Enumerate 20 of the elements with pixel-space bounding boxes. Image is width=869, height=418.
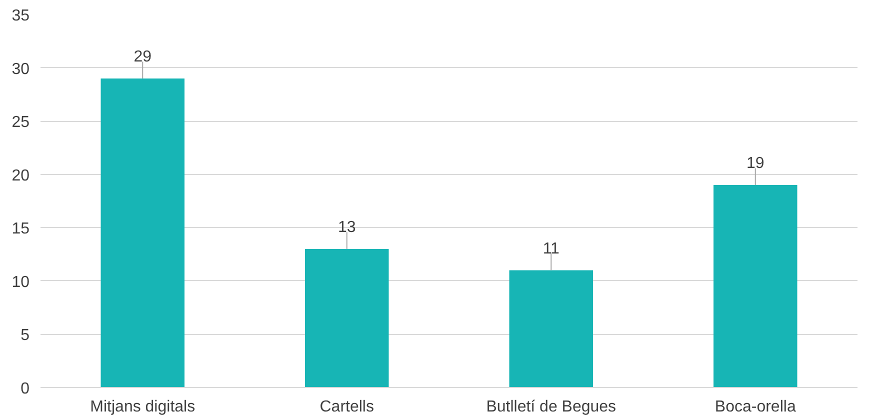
data-label: 19 xyxy=(746,155,764,172)
y-tick-label: 15 xyxy=(12,220,30,238)
bar xyxy=(100,78,184,388)
bar xyxy=(509,270,593,388)
y-tick-label: 5 xyxy=(20,327,30,344)
x-tick-label: Butlletí de Begues xyxy=(486,398,616,416)
data-label: 11 xyxy=(542,240,560,258)
data-label: 29 xyxy=(134,48,152,66)
y-tick-label: 20 xyxy=(12,167,30,184)
x-tick-label: Mitjans digitals xyxy=(90,398,196,416)
y-tick-label: 35 xyxy=(12,8,30,24)
bar xyxy=(305,248,389,388)
bar xyxy=(714,185,798,388)
y-tick-label: 10 xyxy=(12,274,30,291)
y-tick-label: 0 xyxy=(20,380,30,398)
data-label: 13 xyxy=(338,219,356,236)
y-tick-label: 25 xyxy=(12,114,30,132)
x-tick-label: Boca-orella xyxy=(714,398,796,416)
y-tick-label: 30 xyxy=(12,60,30,78)
x-tick-label: Cartells xyxy=(320,398,374,416)
